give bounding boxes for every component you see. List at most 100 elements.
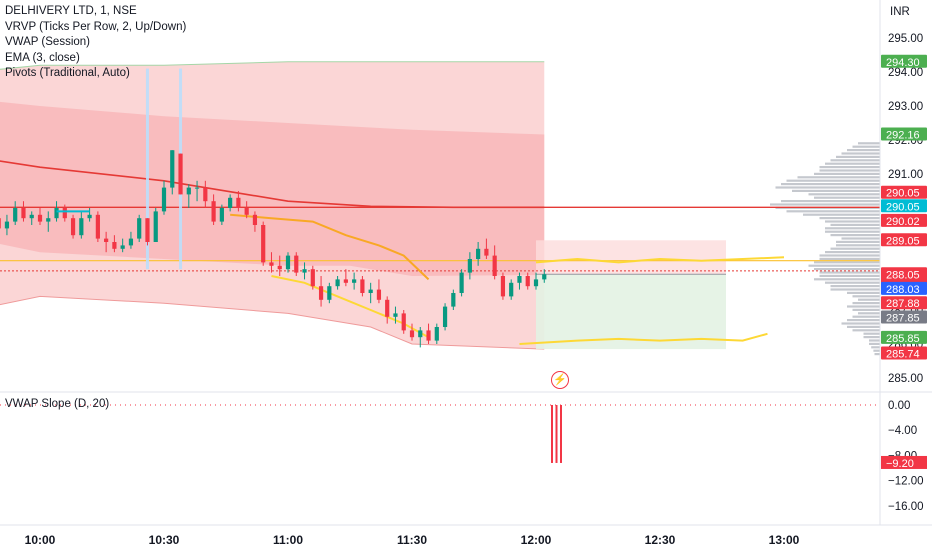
candle-body [95,214,100,239]
price-tick-label: 295.00 [888,33,923,45]
candle-body [87,214,92,219]
candle-body [385,299,390,317]
candle-body [285,255,291,270]
candle-body [178,153,183,195]
candle-body [37,214,43,222]
volume-profile-row [852,329,880,332]
volume-profile-row [825,162,880,165]
volume-profile-row [863,336,880,339]
band-inner-fill [0,101,545,276]
price-label: 290.02 [886,216,920,228]
volume-profile-row [814,268,880,271]
volume-profile-row [797,176,880,179]
candle-body [492,255,497,276]
price-label: 290.05 [886,201,920,213]
slope-value-label: −9.20 [886,458,914,470]
volume-profile-row [814,261,880,264]
candle-body [186,187,191,195]
time-tick-label: 11:00 [273,533,303,547]
volume-profile-row [814,196,880,199]
volume-profile-row [852,145,880,148]
main-pane[interactable] [0,61,932,393]
candle-body [525,276,530,287]
time-axis[interactable]: 10:00 10:30 11:00 11:30 12:00 12:30 13:00 [0,524,932,547]
band-outer-lower [0,295,545,350]
candle-body [294,255,299,273]
candle-body [145,218,150,242]
candle-body [21,208,26,219]
candle-body [153,211,158,242]
volume-profile-row [830,247,880,250]
vwap-slope-label[interactable]: VWAP Slope (D, 20) [5,398,110,410]
currency-label[interactable]: INR [890,6,910,18]
candle-body [476,248,481,259]
volume-profile-row [836,244,880,247]
volume-profile-row [792,189,880,192]
candle-body [277,265,282,270]
price-tick-label: 294.00 [888,67,923,79]
vwap-lower-line [271,275,430,339]
vwap-slope-pane[interactable]: 0.00−4.00−8.00−12.00−16.00−9.20 [0,400,927,513]
indicator-vwap[interactable]: VWAP (Session) [5,36,90,48]
volume-profile-row [781,200,880,203]
candle-body [451,293,456,307]
candle-body [352,279,357,283]
volume-profile-row [841,152,880,155]
volume-profile-row [819,274,880,277]
vwap-line [230,213,430,281]
price-label-bg [881,310,927,324]
volume-profile-row [825,281,880,284]
price-label-bg [881,213,927,227]
lightning-icon[interactable]: ⚡ [551,371,569,389]
slope-tick-label: 0.00 [888,400,910,412]
volume-profile-row [871,346,880,349]
volume-profile-row [819,166,880,169]
candle-body [112,242,117,249]
indicator-vrvp[interactable]: VRVP (Ticks Per Row, 2, Up/Down) [5,20,187,33]
candle-body [4,221,10,229]
volume-profile-row [786,210,880,213]
candle-body [62,208,67,219]
price-label: 288.05 [886,269,920,281]
volume-profile-row [874,353,880,356]
price-axis[interactable]: 295.00294.00293.00292.00291.00290.00289.… [879,0,927,525]
price-label: 287.85 [886,312,920,324]
price-label: 294.30 [886,57,920,69]
candle-body [219,208,224,222]
time-tick-label: 10:30 [149,533,180,547]
price-tick-label: 293.00 [888,101,923,113]
volume-profile-row [863,332,880,335]
slope-tick-label: −12.00 [888,476,924,488]
volume-profile-row [814,278,880,281]
volume-profile-row [808,193,880,196]
candle-body [0,218,1,229]
volume-profile-row [836,240,880,243]
volume-profile-row [803,213,880,216]
candle-body [343,279,348,283]
volume-profile-row [825,220,880,223]
price-label: 289.05 [886,235,920,247]
time-tick-label: 12:00 [521,533,552,547]
price-label-bg [881,296,927,310]
candle-body [484,248,489,256]
candle-body [409,330,415,338]
slope-tick-label: −16.00 [888,501,924,513]
candle-body [517,276,522,283]
volume-profile-row [819,271,880,274]
candle-body [509,282,514,297]
candle-body [318,286,324,300]
candle-body [29,214,34,219]
price-tick-label: 285.00 [888,373,923,385]
volume-profile-row [852,295,880,298]
volume-profile-row [852,308,880,311]
candle-body [261,225,266,263]
indicator-pivots[interactable]: Pivots (Traditional, Auto) [5,67,130,79]
candle-body [13,208,18,222]
volume-profile-row [841,237,880,240]
slope-bar [555,405,558,463]
candle-body [211,201,216,222]
indicator-ema[interactable]: EMA (3, close) [5,51,80,64]
symbol-title[interactable]: DELHIVERY LTD, 1, NSE [5,5,137,17]
candle-body [310,269,315,287]
volume-profile-row [847,291,880,294]
